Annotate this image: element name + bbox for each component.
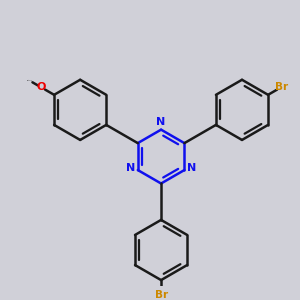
Text: Br: Br	[275, 82, 288, 92]
Text: Br: Br	[154, 290, 168, 300]
Text: N: N	[157, 117, 166, 127]
Text: N: N	[187, 163, 196, 172]
Text: N: N	[126, 163, 135, 172]
Text: O: O	[37, 82, 46, 92]
Text: methoxy: methoxy	[27, 80, 33, 81]
